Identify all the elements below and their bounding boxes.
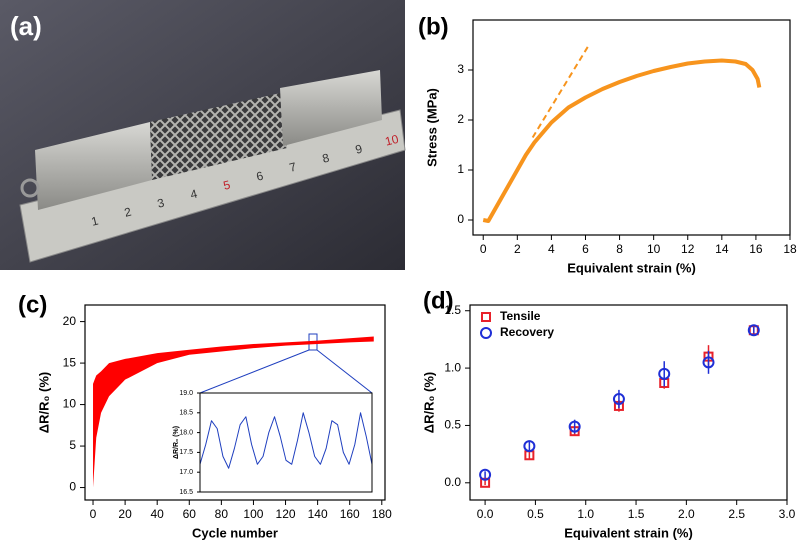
marker [747,324,760,337]
y-tick-label: 0 [457,212,464,226]
photo: (a) [0,0,406,270]
x-tick-label: 2 [514,242,521,256]
line [531,44,590,139]
x-tick-label: 60 [183,507,197,521]
zoom-line [199,349,310,394]
x-tick-label: 16 [749,242,763,256]
y-tick-label: 17.0 [179,469,193,476]
panel-label: (b) [418,13,449,40]
ruler-number: 5 [222,178,232,193]
inset-chart: 16.5 17.0 17.5 18.0 18.5 19.0 ΔR/R₀ (%) [173,390,373,496]
ruler-number: 4 [189,187,199,202]
line [199,412,373,469]
line [482,58,762,223]
y-tick-label: 3 [457,62,464,76]
y-tick-label: 0 [69,480,76,494]
x-tick-label: 10 [647,242,661,256]
y-axis-label: Stress (MPa) [424,88,439,167]
x-tick-label: 0.0 [477,507,494,521]
x-axis-label: Equivalent strain (%) [564,525,693,540]
x-tick-label: 180 [372,507,392,521]
x-tick-label: 100 [243,507,263,521]
legend-label: Tensile [500,309,541,323]
ruler-number: 2 [123,205,133,220]
y-axis-label: ΔR/R₀ (%) [421,372,436,433]
y-tick-label: 15 [63,355,77,369]
y-tick-label: 1.0 [444,360,461,374]
ruler-number: 8 [321,151,331,166]
marker [702,356,715,369]
y-tick-label: 19.0 [179,390,193,397]
plot-frame [199,392,373,493]
x-tick-label: 18 [783,242,797,256]
legend-label: Recovery [500,325,554,339]
panel-label: (d) [423,287,454,314]
x-tick-label: 120 [276,507,296,521]
plot-frame [84,304,386,501]
x-tick-label: 80 [215,507,229,521]
y-tick-label: 1 [457,162,464,176]
grip-right [280,70,382,146]
legend-marker [480,327,492,339]
x-tick-label: 160 [340,507,360,521]
y-axis-label: ΔR/R₀ (%) [36,372,51,433]
y-tick-label: 0.5 [444,418,461,432]
marker [523,440,536,453]
ruler-number: 10 [384,132,401,149]
lattice-section [150,92,287,180]
marker [479,468,492,481]
x-tick-label: 2.5 [728,507,745,521]
chart: 0 20 40 60 80 100 120 140 160 180 0 5 10 15 20 Cycle nu… [18,291,392,540]
chart: 0.0 0.5 1.0 1.5 2.0 2.5 3.0 0.0 0.5 1.0 1.5 Equival… [421,287,795,540]
y-tick-label: 16.5 [179,489,193,496]
panel-label: (a) [10,11,42,41]
ruler-number: 1 [90,214,100,229]
plot-frame [469,304,788,501]
y-tick-label: 10 [63,397,77,411]
x-tick-label: 6 [582,242,589,256]
x-tick-label: 3.0 [779,507,796,521]
x-tick-label: 1.5 [628,507,645,521]
zoom-line [316,349,373,394]
y-tick-label: 20 [63,314,77,328]
x-axis-label: Equivalent strain (%) [567,260,696,275]
x-tick-label: 0.5 [527,507,544,521]
legend-marker [481,312,491,322]
x-tick-label: 2.0 [678,507,695,521]
y-tick-label: 18.5 [179,410,193,417]
marker [568,420,581,433]
y-tick-label: 2 [457,112,464,126]
x-tick-label: 20 [118,507,132,521]
panel-label: (c) [18,291,47,318]
marker [658,367,671,380]
x-tick-label: 40 [151,507,165,521]
x-axis-label: Cycle number [192,525,278,540]
ruler-number: 7 [288,160,298,175]
y-tick-label: 17.5 [179,449,193,456]
x-tick-label: 0 [90,507,97,521]
x-tick-label: 0 [480,242,487,256]
inset-background [200,393,372,492]
ruler-number: 9 [354,142,364,157]
ruler-number: 6 [255,169,265,184]
y-tick-label: 1.5 [444,303,461,317]
marker [612,393,625,406]
grip-left [35,122,152,210]
x-tick-label: 1.0 [577,507,594,521]
x-tick-label: 4 [548,242,555,256]
x-tick-label: 12 [681,242,695,256]
y-tick-label: 0.0 [444,475,461,489]
x-tick-label: 8 [616,242,623,256]
ring [20,178,40,198]
x-tick-label: 140 [308,507,328,521]
y-axis-label: ΔR/R₀ (%) [173,426,180,459]
y-tick-label: 18.0 [179,429,193,436]
y-tick-label: 5 [69,438,76,452]
plot-frame [472,19,791,236]
x-tick-label: 14 [715,242,729,256]
ruler-number: 3 [156,196,166,211]
